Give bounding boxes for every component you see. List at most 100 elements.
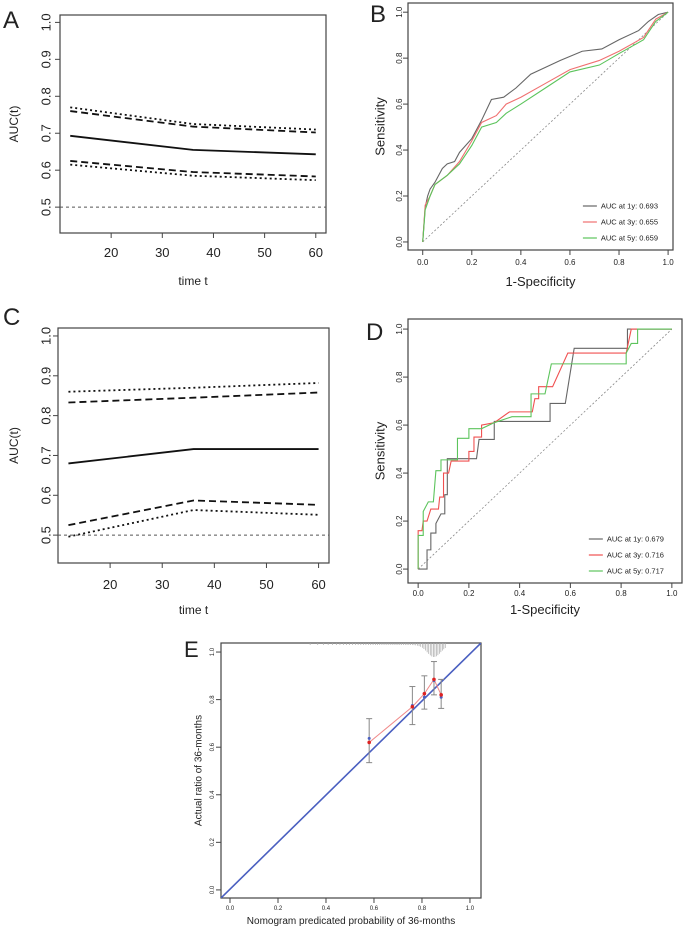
observed-point bbox=[367, 740, 371, 745]
y-tick-label: 1.0 bbox=[395, 6, 404, 18]
y-tick-label: 0.6 bbox=[210, 742, 216, 751]
corrected-point bbox=[367, 736, 371, 740]
x-axis-label: Nomogram predicated probability of 36-mo… bbox=[247, 916, 455, 927]
y-tick-label: 0.6 bbox=[395, 419, 404, 431]
corrected-point bbox=[422, 695, 426, 699]
x-tick-label: 0.0 bbox=[413, 589, 425, 598]
series-line-2 bbox=[70, 160, 316, 178]
panel-letter: E bbox=[184, 637, 199, 662]
y-tick-label: 0.4 bbox=[210, 790, 216, 799]
x-tick-label: 0.8 bbox=[613, 258, 625, 267]
diagonal-reference-line bbox=[422, 11, 669, 243]
panel-letter: C bbox=[3, 304, 20, 331]
legend-label: AUC at 5y: 0.717 bbox=[607, 567, 664, 576]
plot-frame bbox=[220, 642, 482, 899]
x-tick-label: 50 bbox=[257, 245, 271, 260]
y-tick-label: 0.0 bbox=[395, 236, 404, 248]
x-tick-label: 20 bbox=[103, 577, 117, 592]
y-tick-label: 0.4 bbox=[395, 467, 404, 479]
series-line-3 bbox=[68, 382, 319, 393]
x-axis-label: 1-Specificity bbox=[505, 274, 576, 289]
y-tick-label: 0.5 bbox=[39, 526, 54, 544]
observed-point bbox=[439, 693, 443, 697]
series-line-4 bbox=[68, 509, 319, 538]
panel-d: D 0.0 0.2 0.4 0.6 0.8 1.0 0.0 0.2 0.4 0.6 0.8 1.0 1-S… bbox=[366, 318, 683, 617]
observed-point bbox=[422, 691, 427, 696]
x-tick-label: 1.0 bbox=[466, 906, 475, 912]
x-tick-label: 0.4 bbox=[515, 258, 527, 267]
y-tick-label: 1.0 bbox=[395, 323, 404, 335]
observed-point bbox=[432, 677, 436, 682]
x-tick-label: 40 bbox=[207, 577, 221, 592]
x-tick-label: 0.4 bbox=[514, 589, 526, 598]
x-tick-label: 1.0 bbox=[663, 258, 675, 267]
y-axis-label: AUC(t) bbox=[7, 106, 21, 143]
plot-area bbox=[60, 106, 326, 208]
x-tick-label: 0.8 bbox=[616, 589, 628, 598]
x-tick-label: 0.2 bbox=[466, 258, 478, 267]
series-line-0 bbox=[418, 328, 672, 570]
ideal-line bbox=[221, 643, 481, 898]
x-tick-label: 0.0 bbox=[417, 258, 429, 267]
y-tick-label: 0.7 bbox=[39, 446, 54, 464]
series-line-1 bbox=[417, 328, 672, 570]
y-tick-label: 0.9 bbox=[39, 367, 54, 385]
plot-frame bbox=[407, 318, 683, 584]
y-tick-label: 0.4 bbox=[395, 144, 404, 156]
x-tick-label: 40 bbox=[206, 245, 220, 260]
x-tick-label: 30 bbox=[155, 577, 169, 592]
x-tick-label: 60 bbox=[309, 245, 323, 260]
y-tick-label: 1.0 bbox=[39, 13, 54, 31]
x-tick-label: 30 bbox=[155, 245, 169, 260]
y-tick-label: 0.2 bbox=[395, 190, 404, 202]
diagonal-reference-line bbox=[417, 328, 673, 570]
x-tick-label: 1.0 bbox=[666, 589, 678, 598]
observed-point bbox=[410, 704, 415, 709]
x-tick-label: 20 bbox=[104, 245, 118, 260]
plot-area bbox=[58, 382, 329, 538]
x-tick-label: 0.6 bbox=[564, 258, 576, 267]
series-line-4 bbox=[70, 163, 316, 182]
panel-a: A 20 30 40 50 60 0.5 0.6 0.7 0.8 0.9 1.0 time t AUC(t… bbox=[3, 7, 327, 288]
y-tick-label: 0.8 bbox=[39, 87, 54, 105]
y-axis-label: AUC(t) bbox=[7, 427, 21, 464]
y-tick-label: 0.8 bbox=[395, 52, 404, 64]
y-tick-label: 0.2 bbox=[395, 515, 404, 527]
legend-label: AUC at 1y: 0.679 bbox=[607, 535, 664, 544]
y-tick-label: 1.0 bbox=[210, 647, 216, 656]
y-tick-label: 0.6 bbox=[395, 98, 404, 110]
x-tick-label: 0.2 bbox=[274, 906, 283, 912]
legend-label: AUC at 1y: 0.693 bbox=[601, 202, 658, 211]
legend-label: AUC at 3y: 0.716 bbox=[607, 551, 664, 560]
series-line-1 bbox=[68, 391, 319, 404]
y-axis-label: Sensitivity bbox=[373, 421, 388, 480]
y-axis-label: Actual ratio of 36-months bbox=[194, 715, 205, 826]
y-tick-label: 0.8 bbox=[210, 695, 216, 704]
panel-b: B 0.0 0.2 0.4 0.6 0.8 1.0 0.0 0.2 0.4 0.6 0.8 1.0 1-S… bbox=[370, 1, 674, 289]
plot-area bbox=[221, 643, 481, 898]
y-axis-label: Sensitivity bbox=[373, 97, 388, 156]
x-tick-label: 60 bbox=[311, 577, 325, 592]
x-tick-label: 0.6 bbox=[370, 906, 379, 912]
x-tick-label: 0.8 bbox=[418, 906, 427, 912]
x-axis-label: time t bbox=[178, 274, 208, 288]
y-tick-label: 0.0 bbox=[395, 563, 404, 575]
series-line-3 bbox=[70, 106, 316, 131]
y-tick-label: 0.9 bbox=[39, 50, 54, 68]
y-tick-label: 0.8 bbox=[39, 407, 54, 425]
series-line-2 bbox=[68, 499, 319, 527]
x-tick-label: 0.6 bbox=[565, 589, 577, 598]
plot-frame bbox=[407, 2, 674, 251]
x-tick-label: 50 bbox=[259, 577, 273, 592]
y-tick-label: 0.8 bbox=[395, 371, 404, 383]
series-line-1 bbox=[70, 110, 316, 134]
series-line-0 bbox=[422, 11, 669, 242]
plot-frame bbox=[59, 14, 327, 234]
x-tick-label: 0.2 bbox=[463, 589, 475, 598]
y-tick-label: 0.6 bbox=[39, 161, 54, 179]
y-tick-label: 0.7 bbox=[39, 124, 54, 142]
y-tick-label: 0.2 bbox=[210, 838, 216, 847]
plot-area bbox=[417, 328, 673, 570]
panel-c: C 20 30 40 50 60 0.5 0.6 0.7 0.8 0.9 1.0 time t AUC(t… bbox=[3, 304, 330, 617]
